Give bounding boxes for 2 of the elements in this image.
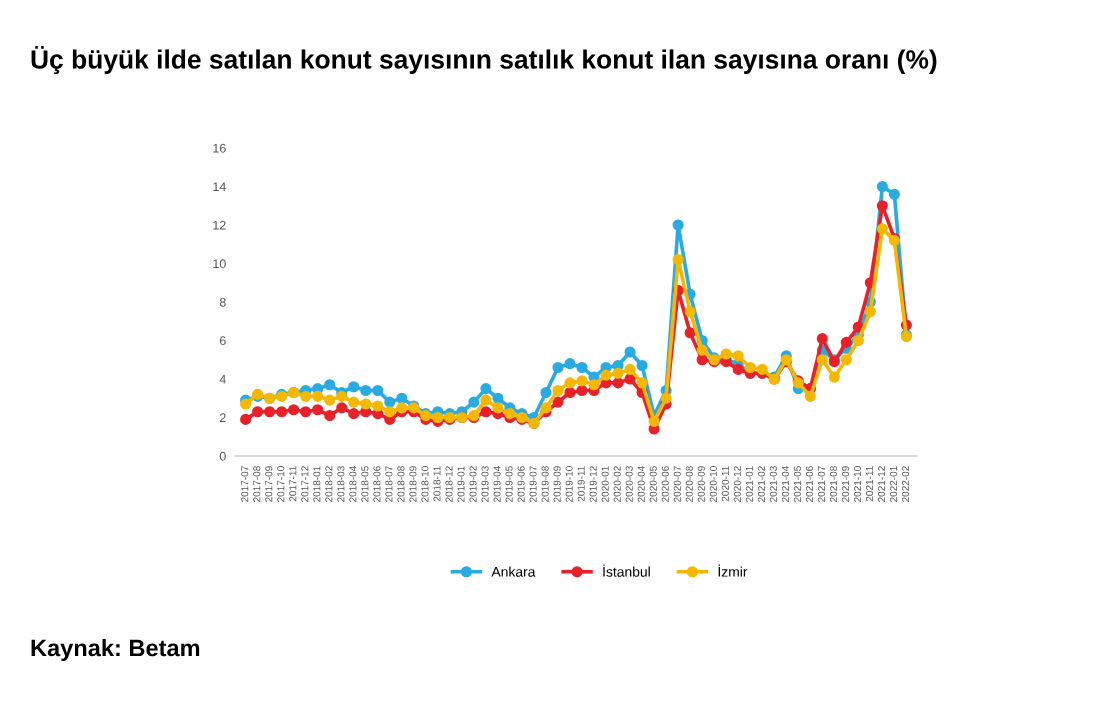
chart-title: Üç büyük ilde satılan konut sayısının satılık konut ilan sayısına oranı (%) <box>31 45 937 75</box>
text: Kaynak: Betam <box>31 638 200 661</box>
